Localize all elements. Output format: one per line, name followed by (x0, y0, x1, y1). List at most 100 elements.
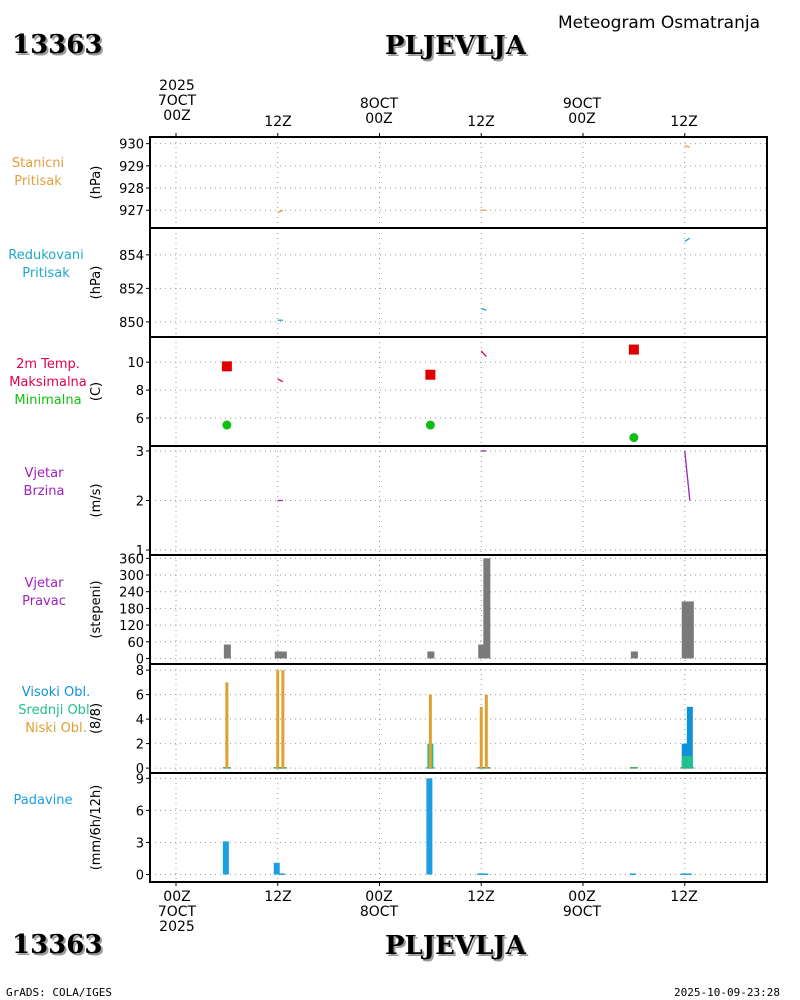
y-tick-label: 6 (136, 804, 144, 819)
y-tick-label: 850 (119, 316, 144, 331)
y-tick-label: 180 (119, 602, 144, 617)
point-marker (221, 361, 232, 372)
y-tick-label: 2 (136, 738, 144, 753)
y-tick-label: 0 (136, 869, 144, 884)
bar (222, 841, 229, 875)
y-tick-label: 360 (119, 552, 144, 567)
y-tick-label: 9 (136, 772, 144, 787)
y-tick-label: 927 (119, 204, 144, 219)
series-line (481, 307, 487, 311)
bar (225, 682, 229, 769)
panel-label-temp: 2m Temp. Maksimalna Minimalna (9, 357, 87, 408)
y-tick-label: 3 (136, 836, 144, 851)
series-line (684, 237, 691, 242)
panel-label-precip: Padavine (13, 793, 73, 808)
station-id-top: 13363 (12, 30, 103, 60)
panel-unit-label: (stepeni) (89, 580, 104, 638)
point-marker (628, 344, 639, 355)
point-marker (629, 433, 639, 443)
panel-unit-label: (C) (89, 382, 104, 401)
panel-unit-label: (hPa) (89, 166, 104, 200)
footer-credit: GrADS: COLA/IGES (6, 986, 112, 999)
panel-unit-label: (m/s) (89, 484, 104, 518)
panel-label-wind-speed: Vjetar Brzina (23, 466, 65, 499)
time-tick-bottom: 12Z (264, 889, 292, 905)
time-tick-top: 12Z (670, 114, 698, 130)
bar (686, 755, 693, 769)
series-line (684, 450, 691, 501)
y-tick-label: 854 (119, 249, 144, 264)
time-tick-top: 12Z (467, 114, 495, 130)
bar (281, 670, 285, 769)
bar (629, 767, 638, 769)
y-tick-label: 8 (136, 664, 144, 679)
y-tick-label: 1 (136, 544, 144, 559)
bar (685, 873, 692, 875)
series-line (277, 378, 284, 383)
bar (681, 601, 689, 659)
footer-timestamp: 2025-10-09-23:28 (674, 986, 780, 999)
time-tick-top: 2025 7OCT 00Z (157, 78, 197, 124)
panel-unit-label: (mm/6h/12h) (89, 785, 104, 871)
bar (427, 651, 435, 659)
bar (686, 601, 694, 659)
y-tick-label: 60 (127, 636, 144, 651)
time-tick-bottom: 00Z 9OCT (562, 889, 602, 920)
y-tick-label: 120 (119, 619, 144, 634)
station-name-top: PLJEVLJA (385, 31, 526, 61)
y-tick-label: 240 (119, 586, 144, 601)
bar (426, 778, 433, 875)
bar (276, 670, 280, 769)
series-line (480, 350, 487, 358)
bar (479, 706, 483, 769)
y-tick-label: 4 (136, 713, 144, 728)
bar (484, 694, 488, 769)
y-tick-label: 10 (127, 356, 144, 371)
y-tick-label: 929 (119, 160, 144, 175)
time-tick-top: 9OCT 00Z (562, 96, 602, 127)
series-line (684, 145, 690, 148)
point-marker (425, 369, 436, 380)
y-tick-label: 6 (136, 689, 144, 704)
point-marker (425, 420, 435, 430)
bar (273, 862, 280, 875)
y-tick-label: 852 (119, 282, 144, 297)
bar (680, 873, 687, 875)
bar (279, 651, 287, 659)
time-tick-bottom: 12Z (467, 889, 495, 905)
panel-unit-label: (8/8) (89, 703, 104, 734)
y-tick-label: 0 (136, 652, 144, 667)
meteogram-subtitle: Meteogram Osmatranja (558, 13, 761, 33)
panel-unit-label: (hPa) (89, 266, 104, 300)
time-tick-top: 8OCT 00Z (359, 96, 399, 127)
time-tick-bottom: 00Z 7OCT 2025 (157, 889, 197, 935)
chart-frame (149, 136, 768, 883)
y-tick-label: 930 (119, 138, 144, 153)
bar (278, 873, 285, 875)
bar (681, 755, 688, 769)
y-tick-label: 8 (136, 384, 144, 399)
panel-label-clouds: Visoki Obl. Srednji Obl. Niski Obl. (18, 685, 94, 736)
y-tick-label: 300 (119, 569, 144, 584)
bar (686, 706, 693, 769)
y-tick-label: 928 (119, 182, 144, 197)
bar (630, 651, 638, 659)
time-tick-bottom: 00Z 8OCT (359, 889, 399, 920)
bar (428, 694, 432, 769)
bar (483, 558, 491, 659)
series-line (277, 209, 284, 214)
bar (482, 873, 489, 875)
bar (629, 873, 636, 875)
panel-label-pressure: Stanicni Pritisak (11, 156, 65, 189)
y-tick-label: 0 (136, 762, 144, 777)
bar (274, 651, 282, 659)
station-name-bottom: PLJEVLJA (385, 931, 526, 961)
time-tick-top: 12Z (264, 114, 292, 130)
y-tick-label: 3 (136, 445, 144, 460)
time-tick-bottom: 12Z (670, 889, 698, 905)
station-id-bottom: 13363 (12, 930, 103, 960)
bar (477, 873, 484, 875)
y-tick-label: 6 (136, 412, 144, 427)
bar (223, 644, 231, 659)
